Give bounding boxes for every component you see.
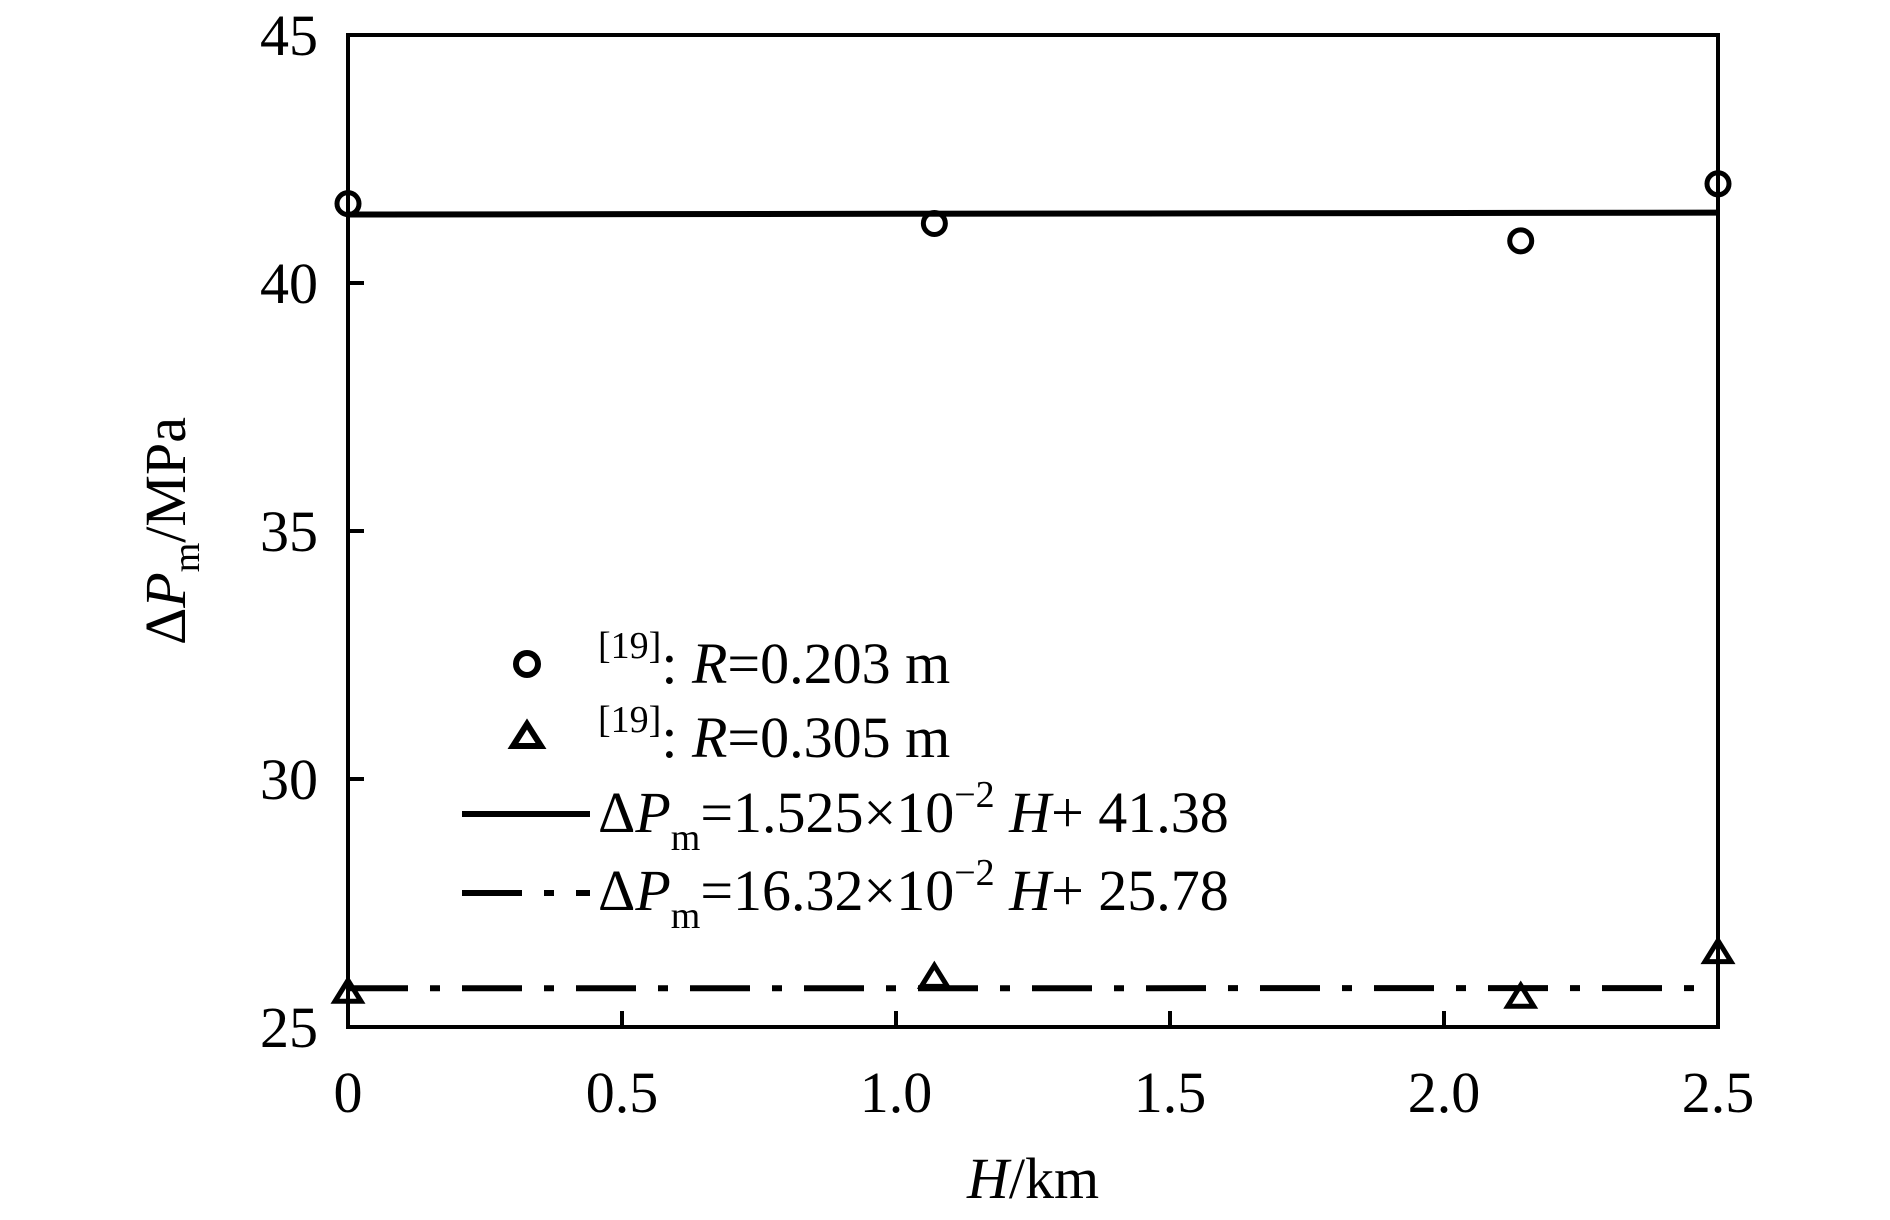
y-tick-label: 35 bbox=[260, 499, 318, 564]
data-point-triangle bbox=[330, 975, 366, 1004]
tick-labels: 0 0.5 1.0 1.5 2.0 2.5 25 30 35 40 45 bbox=[260, 3, 1754, 1125]
markers bbox=[330, 170, 1736, 1009]
x-tick-label: 1.5 bbox=[1134, 1060, 1207, 1125]
fit-lines bbox=[347, 209, 1719, 992]
legend: [19]: R=0.203 m [19]: R=0.305 m ΔPm=1.52… bbox=[462, 625, 1229, 937]
y-tick-label: 40 bbox=[260, 251, 318, 316]
x-tick-label: 1.0 bbox=[860, 1060, 933, 1125]
y-tick-label: 25 bbox=[260, 995, 318, 1060]
legend-label-4: ΔPm=16.32×10−2 H+ 25.78 bbox=[598, 852, 1229, 937]
data-point-circle bbox=[334, 190, 362, 218]
y-tick-label: 45 bbox=[260, 3, 318, 68]
ticks bbox=[348, 281, 1446, 1027]
y-tick-label: 30 bbox=[260, 747, 318, 812]
data-point-triangle bbox=[1700, 935, 1736, 965]
data-point-circle bbox=[1704, 170, 1732, 198]
x-tick-label: 2.0 bbox=[1408, 1060, 1481, 1125]
legend-marker-triangle bbox=[507, 718, 547, 749]
data-point-circle bbox=[920, 209, 948, 237]
fit-line-solid bbox=[347, 209, 1719, 218]
data-point-triangle bbox=[1503, 980, 1539, 1009]
x-tick-label: 0 bbox=[334, 1060, 363, 1125]
legend-label-2: [19]: R=0.305 m bbox=[598, 699, 950, 770]
legend-label-1: [19]: R=0.203 m bbox=[598, 625, 950, 696]
data-point-triangle bbox=[916, 960, 952, 989]
x-tick-label: 2.5 bbox=[1682, 1060, 1755, 1125]
data-point-circle bbox=[1507, 227, 1535, 255]
legend-label-3: ΔPm=1.525×10−2 H+ 41.38 bbox=[598, 774, 1229, 859]
x-tick-label: 0.5 bbox=[586, 1060, 659, 1125]
legend-marker-circle bbox=[513, 650, 541, 678]
y-axis-title: ΔPm/MPa bbox=[133, 417, 208, 645]
x-axis-title: H/km bbox=[966, 1146, 1099, 1211]
